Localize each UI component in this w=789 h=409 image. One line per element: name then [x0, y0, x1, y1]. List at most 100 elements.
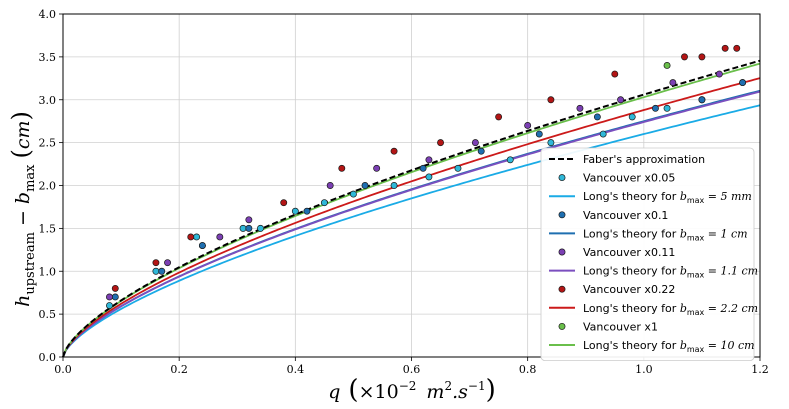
legend-label: Vancouver x0.22	[583, 283, 675, 296]
scatter-point	[198, 242, 206, 249]
scatter-point	[495, 113, 503, 121]
x-tick-label: 0.0	[54, 363, 72, 376]
scatter-point	[216, 233, 224, 241]
legend-label: Vancouver x0.11	[583, 246, 675, 259]
scatter-point	[390, 182, 398, 189]
scatter-point	[245, 224, 253, 232]
scatter-point	[698, 96, 706, 104]
scatter-point	[663, 104, 671, 112]
y-axis-title: hupstream − bmax(cm)	[7, 111, 38, 307]
scatter-point	[681, 53, 688, 61]
y-tick-label: 0.5	[39, 308, 57, 321]
scatter-point	[303, 207, 311, 215]
legend-label: Long's theory for bmax = 10 cm	[583, 339, 755, 354]
scatter-point	[338, 164, 346, 172]
y-tick-label: 1.5	[39, 222, 57, 235]
scatter-point	[652, 104, 659, 112]
scatter-point	[373, 164, 381, 172]
y-tick-label: 0.0	[39, 351, 57, 364]
legend-label: Vancouver x1	[583, 320, 658, 333]
legend-marker-swatch	[558, 174, 566, 182]
plot-area	[62, 44, 761, 358]
scatter-point	[280, 199, 288, 207]
scatter-point	[628, 113, 636, 121]
scatter-point	[611, 70, 619, 78]
x-tick-label: 0.6	[403, 363, 421, 376]
scatter-point	[419, 164, 427, 172]
scatter-point	[715, 70, 723, 78]
scatter-point	[477, 147, 485, 155]
scatter-point	[291, 207, 299, 215]
scatter-point	[547, 96, 555, 104]
legend: Faber's approximation Vancouver x0.05 Long…	[540, 147, 758, 362]
scatter-point	[698, 53, 706, 61]
scatter-point	[187, 233, 195, 241]
scatter-point	[506, 156, 514, 164]
legend-label: Long's theory for bmax = 5 mm	[583, 190, 752, 205]
scatter-point	[547, 139, 555, 147]
scatter-point	[193, 233, 201, 241]
x-tick-label: 1.0	[635, 363, 653, 376]
legend-marker-swatch	[558, 285, 566, 293]
legend-box	[540, 147, 755, 362]
scatter-point	[164, 259, 171, 267]
scatter-point	[158, 267, 166, 275]
legend-label: Vancouver x0.1	[583, 209, 668, 222]
scatter-point	[106, 302, 113, 309]
scatter-point	[257, 224, 264, 232]
legend-label: Long's theory for bmax = 2.2 cm	[583, 302, 758, 317]
scatter-point	[721, 44, 729, 52]
series-line-long-s-theory-for-b-max-1-1-cm	[62, 90, 761, 358]
legend-marker-swatch	[558, 211, 566, 219]
scatter-point	[599, 130, 607, 138]
y-tick-label: 2.5	[39, 137, 57, 150]
scatter-point	[593, 113, 601, 121]
scatter-point	[245, 216, 253, 224]
y-tick-label: 3.5	[39, 51, 57, 64]
scatter-point	[111, 284, 119, 292]
x-tick-label: 0.8	[519, 363, 537, 376]
axis-ticks: 0.0 0.2 0.4 0.6 0.8 1.0 1.2 0.0 0.5 1.0 1.5 2.0 2.5 3…	[39, 8, 769, 376]
scatter-point	[425, 173, 433, 181]
scatter-point	[106, 293, 113, 301]
scatter-point	[390, 147, 398, 155]
y-tick-label: 4.0	[39, 8, 57, 21]
scatter-point	[663, 61, 671, 69]
scatter-point	[239, 224, 247, 232]
y-tick-label: 2.0	[39, 180, 57, 193]
scatter-point	[576, 104, 584, 112]
scatter-point	[425, 156, 433, 164]
scatter-point	[471, 139, 479, 147]
scatter-point	[535, 130, 543, 138]
y-tick-label: 3.0	[39, 94, 57, 107]
series-line-long-s-theory-for-b-max-2-2-cm	[62, 77, 761, 358]
scatter-point	[454, 164, 462, 172]
scatter-point	[320, 199, 328, 207]
y-tick-label: 1.0	[39, 265, 57, 278]
legend-label: Long's theory for bmax = 1.1 cm	[583, 265, 758, 280]
scatter-point	[437, 139, 444, 147]
legend-marker-swatch	[558, 322, 566, 330]
x-tick-label: 0.4	[287, 363, 305, 376]
legend-label: Long's theory for bmax = 1 cm	[583, 227, 748, 242]
scatter-point	[326, 182, 334, 189]
x-tick-label: 1.2	[751, 363, 769, 376]
scatter-point	[152, 267, 160, 275]
scatter-point	[349, 190, 357, 198]
series-line-faber-s-approximation	[62, 59, 761, 358]
scatter-point	[524, 122, 532, 129]
legend-marker-swatch	[558, 248, 566, 256]
x-tick-label: 0.2	[170, 363, 188, 376]
legend-label: Vancouver x0.05	[583, 172, 675, 185]
scatter-point	[739, 79, 747, 87]
scatter-point	[617, 96, 625, 104]
scatter-point	[733, 44, 741, 52]
scatter-point	[152, 259, 160, 267]
legend-label: Faber's approximation	[583, 153, 705, 166]
scatter-point	[669, 79, 677, 87]
x-axis-title: q (×10−2 m2.s−1)	[328, 375, 496, 405]
scatter-point	[361, 182, 369, 189]
series-line-long-s-theory-for-b-max-5-mm	[62, 104, 761, 358]
scatter-point	[111, 293, 119, 301]
